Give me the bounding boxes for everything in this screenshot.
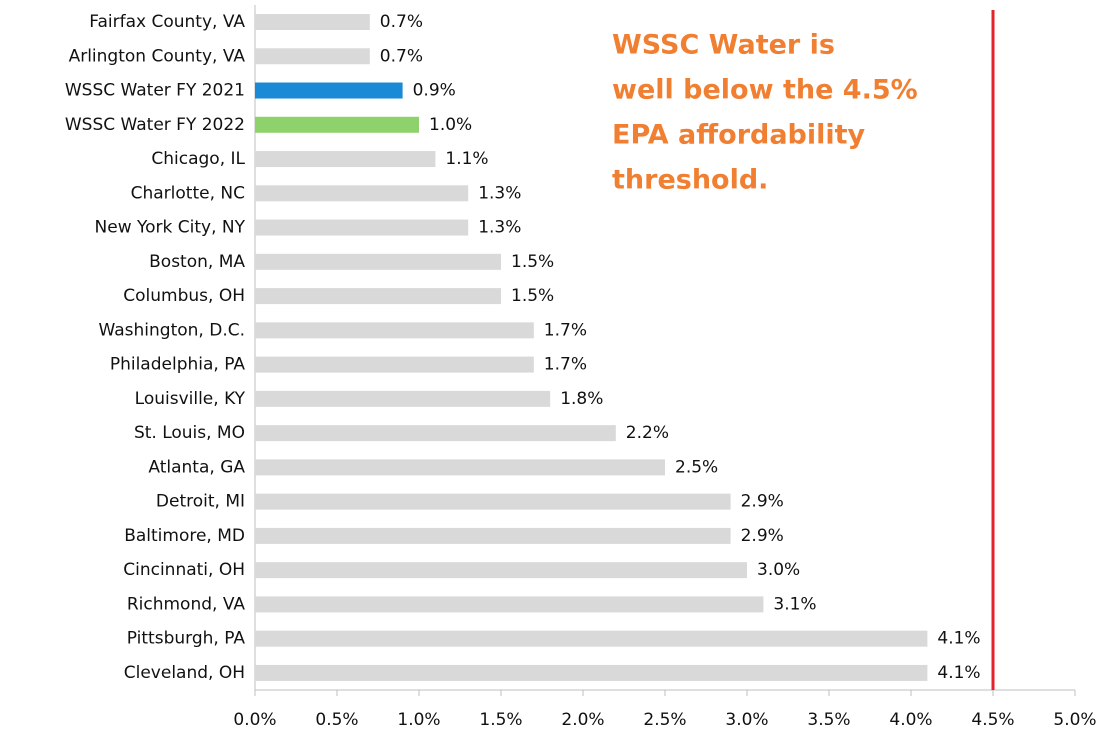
bar: [255, 425, 616, 442]
value-label: 4.1%: [937, 663, 980, 683]
category-label: Boston, MA: [149, 252, 245, 272]
value-label: 0.7%: [380, 12, 423, 32]
category-label: Pittsburgh, PA: [127, 629, 246, 649]
value-label: 2.9%: [741, 526, 784, 546]
value-label: 1.8%: [560, 389, 603, 409]
category-label: Fairfax County, VA: [89, 12, 245, 32]
category-label: New York City, NY: [95, 218, 246, 238]
bar: [255, 664, 928, 681]
x-tick-label: 4.0%: [889, 710, 932, 730]
bar: [255, 185, 469, 202]
annotation: EPA affordability: [612, 120, 866, 151]
value-label: 0.9%: [413, 81, 456, 101]
value-label: 1.3%: [478, 218, 521, 238]
value-label: 1.1%: [445, 149, 488, 169]
bar: [255, 14, 370, 30]
value-label: 1.0%: [429, 115, 472, 135]
bar: [255, 82, 403, 99]
category-label: Chicago, IL: [151, 149, 245, 169]
value-label: 1.5%: [511, 286, 554, 306]
bar: [255, 596, 764, 613]
value-label: 4.1%: [937, 629, 980, 649]
category-label: St. Louis, MO: [134, 423, 245, 443]
value-label: 1.7%: [544, 320, 587, 340]
category-label: Louisville, KY: [135, 389, 246, 409]
category-label: Cincinnati, OH: [123, 560, 245, 580]
category-label: Charlotte, NC: [131, 183, 245, 203]
bar: [255, 151, 436, 168]
bar: [255, 630, 928, 647]
annotation: threshold.: [612, 165, 768, 196]
value-label: 1.5%: [511, 252, 554, 272]
category-label: Baltimore, MD: [124, 526, 245, 546]
bar: [255, 253, 501, 270]
category-label: WSSC Water FY 2021: [65, 81, 245, 101]
bar: [255, 527, 731, 544]
value-label: 0.7%: [380, 46, 423, 66]
annotation: well below the 4.5%: [612, 75, 918, 106]
bar: [255, 322, 534, 339]
bar: [255, 493, 731, 510]
bar: [255, 562, 747, 579]
category-label: Washington, D.C.: [99, 320, 245, 340]
x-tick-label: 5.0%: [1053, 710, 1096, 730]
value-label: 1.3%: [478, 183, 521, 203]
x-tick-label: 1.5%: [479, 710, 522, 730]
category-label: Richmond, VA: [127, 594, 246, 614]
value-label: 3.1%: [773, 594, 816, 614]
value-label: 2.2%: [626, 423, 669, 443]
category-label: Columbus, OH: [123, 286, 245, 306]
bar: [255, 288, 501, 305]
category-label: Atlanta, GA: [148, 457, 245, 477]
bar: [255, 390, 551, 407]
bar: [255, 116, 419, 133]
category-label: Cleveland, OH: [124, 663, 245, 683]
value-label: 3.0%: [757, 560, 800, 580]
value-label: 2.5%: [675, 457, 718, 477]
bar: [255, 459, 665, 476]
category-label: Detroit, MI: [156, 492, 245, 512]
value-label: 2.9%: [741, 492, 784, 512]
x-tick-label: 1.0%: [397, 710, 440, 730]
x-tick-label: 3.5%: [807, 710, 850, 730]
bar: [255, 219, 469, 236]
bar: [255, 356, 534, 373]
x-tick-label: 2.0%: [561, 710, 604, 730]
category-label: Philadelphia, PA: [110, 355, 246, 375]
x-tick-label: 0.0%: [233, 710, 276, 730]
bar: [255, 48, 370, 65]
x-tick-label: 0.5%: [315, 710, 358, 730]
x-tick-label: 2.5%: [643, 710, 686, 730]
category-label: WSSC Water FY 2022: [65, 115, 245, 135]
value-label: 1.7%: [544, 355, 587, 375]
annotation: WSSC Water is: [612, 30, 835, 61]
x-tick-label: 3.0%: [725, 710, 768, 730]
x-tick-label: 4.5%: [971, 710, 1014, 730]
category-label: Arlington County, VA: [69, 46, 246, 66]
